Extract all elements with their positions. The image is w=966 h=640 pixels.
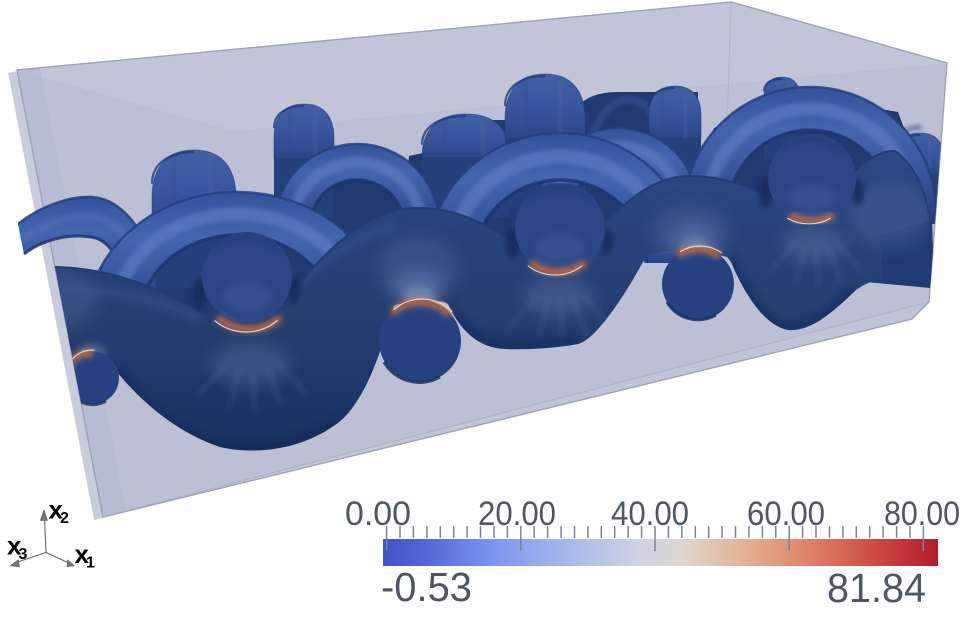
svg-text:1: 1 bbox=[86, 555, 95, 572]
svg-text:80.00: 80.00 bbox=[884, 495, 960, 533]
svg-text:-0.53: -0.53 bbox=[381, 564, 472, 610]
svg-text:60.00: 60.00 bbox=[747, 495, 825, 533]
svg-text:x: x bbox=[7, 531, 22, 561]
svg-text:0.00: 0.00 bbox=[345, 495, 411, 533]
svg-text:3: 3 bbox=[19, 546, 28, 563]
svg-text:20.00: 20.00 bbox=[478, 495, 556, 533]
svg-text:40.00: 40.00 bbox=[611, 495, 689, 533]
svg-text:81.84: 81.84 bbox=[827, 565, 926, 611]
svg-text:x: x bbox=[75, 539, 90, 569]
svg-text:2: 2 bbox=[60, 510, 69, 527]
svg-text:x: x bbox=[49, 495, 64, 525]
